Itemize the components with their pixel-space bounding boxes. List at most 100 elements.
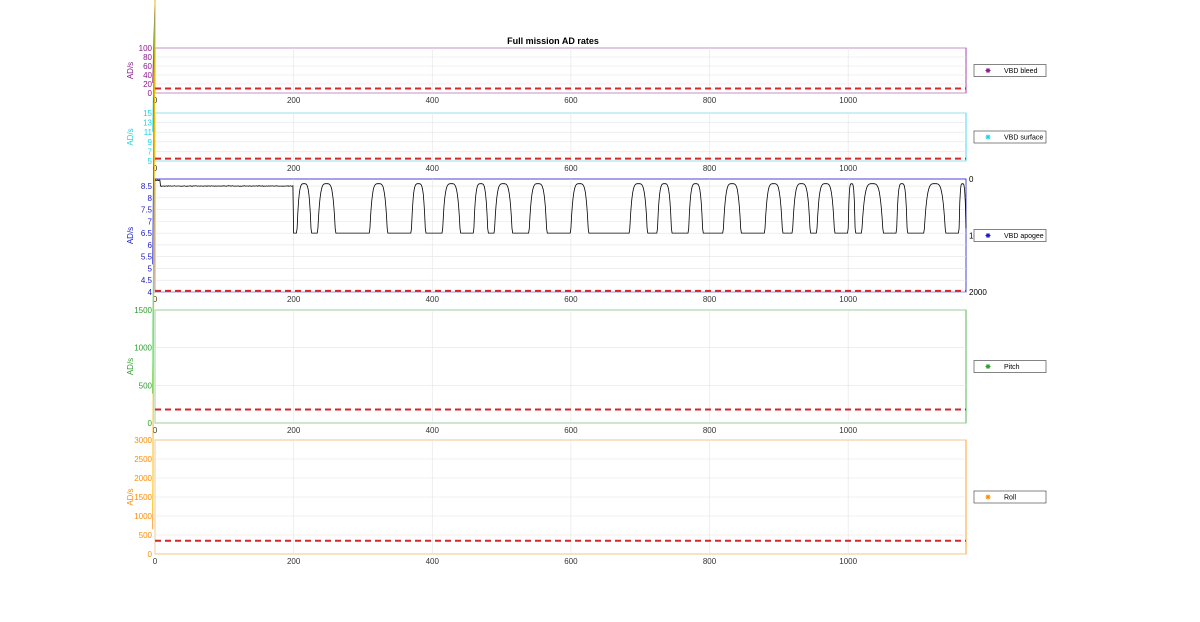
x-tick-label: 800 <box>703 164 717 173</box>
y-tick-label: 1500 <box>134 306 152 315</box>
y-tick-label: 100 <box>139 44 153 53</box>
axes-box <box>154 47 967 94</box>
legend: Pitch <box>973 360 1047 373</box>
legend-box <box>973 130 1047 144</box>
y-tick-label: 40 <box>143 71 152 80</box>
data-points <box>152 0 156 514</box>
x-tick-label: 600 <box>564 164 578 173</box>
legend: VBD surface <box>973 130 1047 144</box>
y-tick-label: 4.5 <box>141 276 153 285</box>
legend-label: VBD surface <box>1004 135 1043 142</box>
y-axis-label: AD/s <box>126 62 135 79</box>
y-tick-label: 1000 <box>134 344 152 353</box>
x-tick-label: 0 <box>153 164 158 173</box>
x-tick-label: 800 <box>703 295 717 304</box>
y-tick-label: 60 <box>143 62 152 71</box>
y-tick-label: 15 <box>143 109 152 118</box>
y-tick-label: 0 <box>148 89 153 98</box>
x-tick-label: 600 <box>564 557 578 566</box>
legend-marker <box>985 134 991 140</box>
legend-marker <box>985 494 991 500</box>
y-axis-label: AD/s <box>126 488 135 505</box>
y-tick-label: 500 <box>139 381 153 390</box>
y-tick-label: 8.5 <box>141 182 153 191</box>
y-tick-label: 5.5 <box>141 253 153 262</box>
y-tick-label: 5 <box>148 157 153 166</box>
depth-line <box>154 179 967 234</box>
legend-marker <box>985 68 991 73</box>
x-tick-label: 400 <box>426 426 440 435</box>
x-tick-label: 600 <box>564 96 578 105</box>
y-tick-label: 6.5 <box>141 229 153 238</box>
y-tick-label: 9 <box>148 138 153 147</box>
y-tick-label: 7 <box>148 147 153 156</box>
x-tick-label: 1000 <box>839 295 857 304</box>
legend-marker <box>985 233 991 238</box>
x-tick-label: 400 <box>426 164 440 173</box>
y-tick-label: 0 <box>148 550 153 559</box>
chart-title: Full mission AD rates <box>507 36 599 46</box>
subplot-5: 0 200 400 600 800 100005001000150020002500300… <box>126 0 1047 566</box>
y-tick-label: 13 <box>143 119 152 128</box>
x-tick-label: 0 <box>153 557 158 566</box>
x-tick-label: 400 <box>426 557 440 566</box>
x-tick-label: 600 <box>564 295 578 304</box>
y-tick-label: 1000 <box>134 512 152 521</box>
subplot-3: 0 200 400 600 800 100044.555.566.577.588.5AD/… <box>126 0 1047 304</box>
y-tick-label: 7 <box>148 217 153 226</box>
legend: VBD bleed <box>973 64 1047 77</box>
y-tick-label: 8 <box>148 194 153 203</box>
axes-box <box>154 178 967 293</box>
y-tick-label: 6 <box>148 241 153 250</box>
y-tick-label: 7.5 <box>141 206 153 215</box>
x-tick-label: 1000 <box>839 96 857 105</box>
x-tick-label: 0 <box>153 96 158 105</box>
y-axis-label: AD/s <box>126 128 135 145</box>
legend-label: Pitch <box>1004 364 1020 371</box>
x-tick-label: 200 <box>287 96 301 105</box>
legend-box <box>973 229 1047 242</box>
x-tick-label: 800 <box>703 557 717 566</box>
axes-box <box>154 309 967 424</box>
x-tick-label: 200 <box>287 295 301 304</box>
x-tick-label: 800 <box>703 96 717 105</box>
x-tick-label: 1000 <box>839 557 857 566</box>
legend-box <box>973 64 1047 77</box>
legend: VBD apogee <box>973 229 1047 242</box>
x-tick-label: 200 <box>287 557 301 566</box>
y-axis-label: AD/s <box>126 358 135 375</box>
y-tick-label: 2500 <box>134 455 152 464</box>
y-axis-label: AD/s <box>126 227 135 244</box>
legend-box <box>973 490 1047 504</box>
legend: Roll <box>973 490 1047 504</box>
y-tick-label: 500 <box>139 531 153 540</box>
y-tick-label: 20 <box>143 80 152 89</box>
legend-label: Roll <box>1004 495 1017 502</box>
x-tick-label: 400 <box>426 295 440 304</box>
x-tick-label: 1000 <box>839 164 857 173</box>
legend-box <box>973 360 1047 373</box>
x-tick-label: 800 <box>703 426 717 435</box>
x-tick-label: 0 <box>153 426 158 435</box>
x-tick-label: 600 <box>564 426 578 435</box>
y2-tick-label: 2000 <box>969 288 987 297</box>
x-tick-label: 0 <box>153 295 158 304</box>
axes-box <box>154 112 967 162</box>
y-tick-label: 0 <box>148 419 153 428</box>
y-tick-label: 4 <box>148 288 153 297</box>
legend-label: VBD bleed <box>1004 68 1038 75</box>
y2-tick-label: 0 <box>969 175 974 184</box>
y-tick-label: 1500 <box>134 493 152 502</box>
x-tick-label: 200 <box>287 426 301 435</box>
y-tick-label: 3000 <box>134 436 152 445</box>
y-tick-label: 5 <box>148 264 153 273</box>
x-tick-label: 1000 <box>839 426 857 435</box>
x-tick-label: 400 <box>426 96 440 105</box>
legend-marker <box>985 364 991 369</box>
y-tick-label: 11 <box>144 128 153 137</box>
y-tick-label: 80 <box>143 53 152 62</box>
y-tick-label: 2000 <box>134 474 152 483</box>
